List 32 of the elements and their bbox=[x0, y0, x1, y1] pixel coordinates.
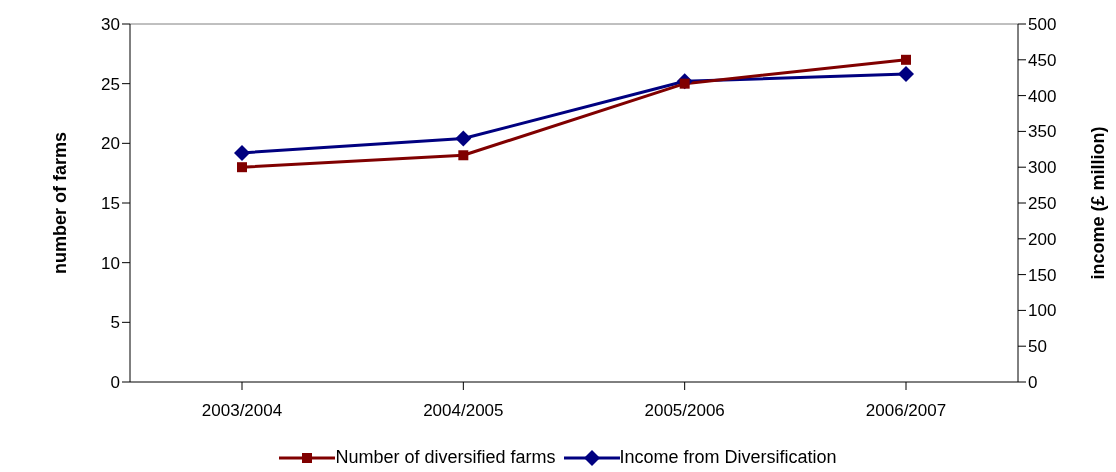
point bbox=[458, 150, 469, 161]
y-tick-label: 30 bbox=[101, 15, 120, 35]
y-tick-label: 5 bbox=[110, 313, 120, 333]
x-tick-label: 2005/2006 bbox=[644, 401, 725, 421]
y2-tick-label: 300 bbox=[1028, 158, 1057, 178]
y2-tick-label: 150 bbox=[1028, 265, 1057, 285]
y2-tick-label: 0 bbox=[1028, 373, 1038, 393]
y2-tick-label: 400 bbox=[1028, 86, 1057, 106]
point bbox=[455, 130, 472, 147]
legend-label: Number of diversified farms bbox=[335, 447, 556, 468]
y2-tick-label: 250 bbox=[1028, 194, 1057, 214]
point bbox=[898, 66, 914, 83]
y2-tick-label: 200 bbox=[1028, 229, 1057, 249]
x-tick-label: 2006/2007 bbox=[865, 401, 947, 421]
y2-axis-title: income (£ million) bbox=[1088, 126, 1109, 280]
legend-label: Income from Diversification bbox=[619, 447, 837, 468]
x-tick-label: 2004/2005 bbox=[423, 401, 504, 421]
y-axis-title: number of farms bbox=[50, 131, 71, 275]
y2-tick-label: 500 bbox=[1028, 15, 1057, 35]
y2-tick-label: 100 bbox=[1028, 301, 1057, 321]
y-tick-label: 10 bbox=[101, 253, 120, 273]
y-tick-label: 0 bbox=[110, 373, 120, 393]
y2-tick-label: 50 bbox=[1028, 337, 1047, 357]
y2-tick-label: 450 bbox=[1028, 50, 1057, 70]
point bbox=[237, 162, 247, 173]
x-tick-label: 2003/2004 bbox=[201, 401, 283, 421]
point bbox=[234, 144, 250, 161]
y-tick-label: 25 bbox=[101, 74, 120, 94]
y-tick-label: 15 bbox=[101, 194, 120, 214]
point bbox=[901, 54, 911, 65]
y2-tick-label: 350 bbox=[1028, 122, 1057, 142]
y-tick-label: 20 bbox=[101, 134, 120, 154]
